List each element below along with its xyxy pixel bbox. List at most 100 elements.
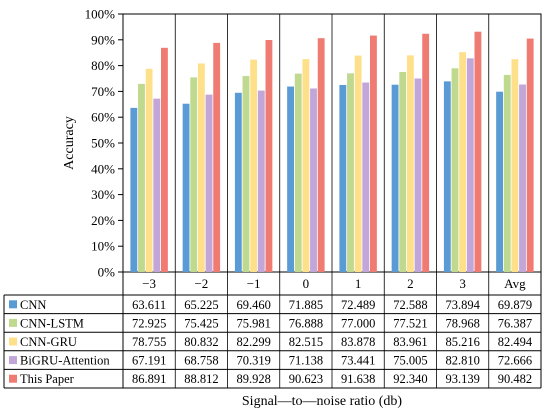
legend-swatch [9, 337, 17, 346]
bar-cnn-gru [302, 59, 310, 273]
bar-this-paper [161, 47, 168, 272]
y-tick-label: 40% [91, 161, 115, 176]
data-value-label: 69.879 [498, 298, 532, 312]
bar-cnn-gru [459, 52, 467, 273]
legend-label: CNN-LSTM [20, 316, 84, 330]
data-value-label: 82.515 [289, 335, 323, 349]
bar-bigru-attention [205, 94, 213, 272]
bar-cnn-gru [406, 55, 414, 273]
bar-cnn [443, 81, 451, 272]
bar-cnn-lstm [503, 74, 511, 272]
data-value-label: 83.961 [393, 335, 427, 349]
legend-label: CNN-GRU [20, 335, 77, 349]
bar-cnn [182, 103, 190, 272]
data-value-label: 70.319 [236, 354, 270, 368]
bar-cnn-gru [354, 55, 362, 273]
bar-bigru-attention [362, 82, 370, 272]
legend-label: This Paper [20, 372, 75, 386]
data-value-label: 73.894 [445, 298, 480, 312]
data-value-label: 69.460 [236, 298, 270, 312]
bar-this-paper [213, 42, 221, 273]
x-category-label: −1 [247, 276, 261, 291]
data-value-label: 68.758 [184, 354, 218, 368]
x-axis-title: Signal—to—noise ratio (db) [242, 394, 403, 409]
x-category-label: Avg [504, 276, 526, 291]
x-category-label: −3 [142, 276, 156, 291]
y-tick-label: 20% [91, 213, 115, 228]
bar-cnn-lstm [451, 68, 459, 272]
data-value-label: 93.139 [445, 372, 479, 386]
data-value-label: 67.191 [132, 354, 166, 368]
y-axis-title: Accuracy [62, 116, 77, 170]
data-value-label: 72.925 [132, 316, 166, 330]
data-value-label: 82.810 [445, 354, 479, 368]
data-value-label: 82.299 [236, 335, 270, 349]
data-value-label: 76.888 [289, 316, 323, 330]
data-value-label: 90.623 [289, 372, 323, 386]
data-value-label: 91.638 [341, 372, 375, 386]
bar-cnn [339, 84, 347, 272]
bar-cnn-lstm [294, 73, 302, 272]
data-value-label: 75.005 [393, 354, 427, 368]
bar-cnn-lstm [190, 77, 198, 272]
legend-swatch [9, 374, 17, 383]
bar-cnn-lstm [138, 83, 145, 272]
bar-cnn-gru [145, 68, 153, 272]
bar-cnn-gru [250, 59, 258, 272]
data-value-label: 75.425 [184, 316, 218, 330]
data-value-label: 77.000 [341, 316, 375, 330]
bar-cnn [496, 91, 503, 272]
y-tick-label: 80% [91, 58, 115, 73]
bar-bigru-attention [257, 90, 265, 272]
data-value-label: 82.494 [498, 335, 533, 349]
data-value-label: 77.521 [393, 316, 427, 330]
bar-cnn-gru [511, 59, 519, 272]
bar-cnn-lstm [242, 75, 250, 272]
bar-bigru-attention [153, 98, 161, 272]
y-tick-label: 50% [91, 136, 115, 151]
x-category-label: 1 [355, 276, 362, 291]
bar-bigru-attention [519, 84, 526, 272]
y-tick-label: 70% [91, 84, 115, 99]
data-value-label: 90.482 [498, 372, 532, 386]
bar-bigru-attention [310, 88, 317, 272]
bar-this-paper [370, 35, 377, 272]
data-value-label: 78.755 [132, 335, 166, 349]
bar-cnn [234, 92, 242, 272]
bar-bigru-attention [466, 58, 474, 272]
data-value-label: 71.885 [289, 298, 323, 312]
data-value-label: 88.812 [184, 372, 218, 386]
x-category-label: 0 [303, 276, 310, 291]
legend-label: BiGRU-Attention [20, 354, 110, 368]
y-tick-label: 30% [91, 187, 115, 202]
data-value-label: 63.611 [132, 298, 166, 312]
bar-cnn-gru [197, 63, 205, 272]
data-value-label: 65.225 [184, 298, 218, 312]
data-value-label: 80.832 [184, 335, 218, 349]
data-value-label: 85.216 [445, 335, 479, 349]
bar-cnn-lstm [399, 71, 407, 272]
y-tick-label: 10% [91, 239, 115, 254]
data-value-label: 92.340 [393, 372, 427, 386]
y-tick-label: 90% [91, 32, 115, 47]
data-value-label: 89.928 [236, 372, 270, 386]
data-value-label: 75.981 [236, 316, 270, 330]
bar-cnn [391, 84, 399, 272]
data-value-label: 72.489 [341, 298, 375, 312]
bar-this-paper [526, 38, 534, 272]
legend-swatch [9, 318, 17, 327]
bar-bigru-attention [414, 78, 422, 273]
legend-swatch [9, 300, 17, 309]
data-value-label: 72.588 [393, 298, 427, 312]
x-category-label: −2 [194, 276, 208, 291]
data-value-label: 72.666 [498, 354, 532, 368]
bar-this-paper [422, 33, 430, 272]
y-tick-label: 100% [85, 7, 116, 22]
bar-cnn [287, 86, 294, 272]
data-value-label: 86.891 [132, 372, 166, 386]
data-value-label: 71.138 [289, 354, 323, 368]
x-category-label: 2 [407, 276, 414, 291]
bar-cnn-lstm [347, 73, 354, 272]
